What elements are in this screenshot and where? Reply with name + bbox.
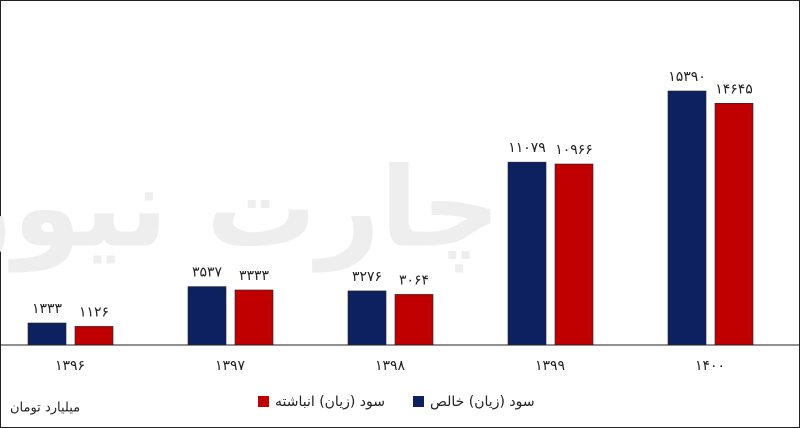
legend-swatch bbox=[413, 396, 424, 407]
legend-label: سود (زیان) خالص bbox=[430, 394, 535, 410]
unit-note: میلیارد تومان bbox=[10, 401, 80, 416]
bar bbox=[667, 90, 707, 346]
value-label: ۳۰۶۴ bbox=[399, 272, 429, 288]
value-label: ۱۱۲۶ bbox=[79, 304, 109, 320]
bar bbox=[347, 290, 387, 346]
x-tick-label: ۱۳۹۷ bbox=[215, 358, 246, 374]
x-tick-label: ۱۳۹۹ bbox=[535, 358, 565, 374]
value-label: ۱۰۹۶۶ bbox=[555, 142, 593, 158]
value-label: ۳۳۳۳ bbox=[239, 268, 270, 284]
bar bbox=[74, 326, 114, 346]
value-label: ۱۱۰۷۹ bbox=[508, 140, 546, 156]
value-label: ۱۴۶۴۵ bbox=[715, 81, 753, 97]
value-label: ۳۵۳۷ bbox=[192, 265, 223, 281]
bar bbox=[507, 161, 547, 346]
bar bbox=[187, 286, 227, 346]
value-label: ۱۵۳۹۰ bbox=[668, 69, 706, 85]
legend-label: سود (زیان) انباشته bbox=[275, 394, 385, 410]
bar bbox=[554, 163, 594, 346]
x-tick-label: ۱۳۹۶ bbox=[55, 358, 85, 374]
legend-swatch bbox=[258, 396, 269, 407]
bar bbox=[394, 294, 434, 346]
x-tick-label: ۱۴۰۰ bbox=[695, 358, 725, 374]
bar bbox=[714, 102, 754, 346]
x-tick-label: ۱۳۹۸ bbox=[375, 358, 406, 374]
bar bbox=[234, 289, 274, 346]
value-label: ۱۳۳۳ bbox=[32, 301, 63, 317]
value-label: ۳۲۷۶ bbox=[352, 269, 382, 285]
bar bbox=[27, 322, 67, 346]
watermark: چارت نیوز bbox=[0, 143, 501, 272]
